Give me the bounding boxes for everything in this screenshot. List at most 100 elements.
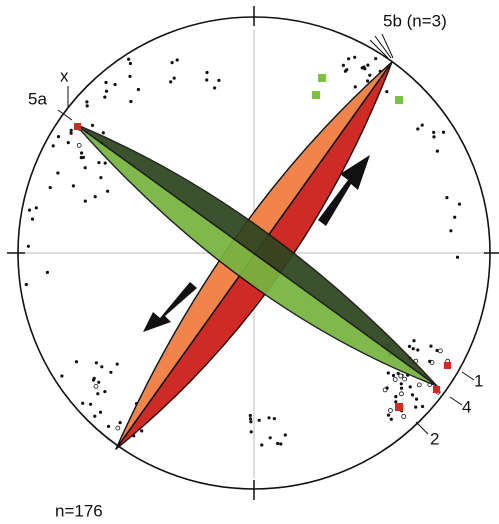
pole bbox=[169, 80, 172, 83]
pole bbox=[77, 143, 81, 147]
pole bbox=[421, 124, 424, 127]
pole bbox=[402, 415, 406, 419]
pole bbox=[342, 64, 345, 67]
pole bbox=[436, 150, 439, 153]
pole bbox=[70, 129, 73, 132]
pole bbox=[89, 403, 92, 406]
pole bbox=[127, 58, 130, 61]
pole bbox=[104, 162, 107, 165]
pole bbox=[140, 429, 143, 432]
pole bbox=[345, 68, 348, 71]
pole bbox=[432, 131, 435, 134]
pole bbox=[414, 406, 417, 409]
pole bbox=[354, 85, 357, 88]
pole bbox=[392, 374, 395, 377]
pole bbox=[387, 371, 390, 374]
pole bbox=[28, 209, 31, 212]
pole bbox=[60, 374, 63, 377]
pole bbox=[80, 151, 83, 154]
pole bbox=[84, 166, 87, 169]
pole bbox=[366, 79, 369, 82]
pole bbox=[49, 186, 52, 189]
pole bbox=[93, 377, 96, 380]
pole bbox=[97, 161, 100, 164]
pole bbox=[116, 426, 120, 430]
pole bbox=[400, 392, 404, 396]
pole bbox=[279, 442, 282, 445]
pole bbox=[104, 81, 107, 84]
pole bbox=[129, 62, 132, 65]
label-1: 1 bbox=[474, 371, 483, 390]
pole bbox=[205, 78, 208, 81]
pole bbox=[171, 61, 174, 64]
plane-5a bbox=[75, 124, 437, 386]
pole bbox=[387, 414, 390, 417]
pole bbox=[438, 349, 442, 353]
pole bbox=[403, 377, 407, 381]
pole bbox=[411, 393, 414, 396]
pole bbox=[442, 131, 445, 134]
pole bbox=[46, 271, 49, 274]
pole bbox=[390, 418, 393, 421]
label-x: x bbox=[60, 66, 69, 85]
pole bbox=[100, 365, 103, 368]
pole bbox=[217, 79, 220, 82]
pole bbox=[72, 184, 75, 187]
label-5b: 5b (n=3) bbox=[383, 11, 447, 30]
pole bbox=[249, 417, 252, 420]
pole bbox=[57, 135, 60, 138]
pole bbox=[67, 141, 70, 144]
pole bbox=[394, 400, 397, 403]
label-4: 4 bbox=[462, 397, 471, 416]
pole bbox=[445, 196, 448, 199]
pole bbox=[25, 283, 28, 286]
pole bbox=[250, 430, 253, 433]
pole bbox=[362, 65, 365, 68]
pole bbox=[284, 433, 287, 436]
pole bbox=[412, 347, 415, 350]
pole bbox=[70, 132, 73, 135]
pole bbox=[400, 382, 403, 385]
pole bbox=[429, 345, 432, 348]
pole bbox=[421, 405, 424, 408]
label-2: 2 bbox=[430, 429, 439, 448]
pole bbox=[35, 206, 38, 209]
pole bbox=[408, 345, 411, 348]
pole bbox=[105, 90, 108, 93]
pole bbox=[368, 74, 371, 77]
pole bbox=[93, 415, 96, 418]
pole bbox=[353, 56, 356, 59]
pole bbox=[417, 383, 421, 387]
pole bbox=[173, 77, 176, 80]
stereonet: 5b (n=3) x 5a 1 4 2 n=176 bbox=[0, 0, 499, 524]
pole bbox=[31, 218, 34, 221]
pole bbox=[374, 57, 377, 60]
pole bbox=[213, 86, 216, 89]
pole bbox=[412, 339, 415, 342]
pole bbox=[458, 203, 461, 206]
pole bbox=[119, 421, 122, 424]
pole bbox=[75, 360, 78, 363]
label-count: n=176 bbox=[55, 501, 103, 520]
pole bbox=[409, 385, 412, 388]
label-5a: 5a bbox=[28, 89, 47, 108]
pole bbox=[415, 398, 418, 401]
pole bbox=[400, 387, 403, 390]
pole bbox=[27, 245, 30, 248]
pole bbox=[94, 384, 98, 388]
pole bbox=[56, 171, 59, 174]
pole bbox=[258, 419, 261, 422]
pole bbox=[129, 100, 132, 103]
pole bbox=[416, 127, 419, 130]
pole bbox=[399, 374, 403, 378]
pole bbox=[385, 90, 388, 93]
pole bbox=[366, 64, 369, 67]
pole bbox=[273, 417, 276, 420]
pole bbox=[388, 409, 392, 413]
pole bbox=[86, 104, 89, 107]
pole bbox=[394, 395, 397, 398]
pole bbox=[99, 176, 102, 179]
pole bbox=[267, 416, 270, 419]
pole bbox=[107, 425, 110, 428]
pole bbox=[347, 57, 350, 60]
